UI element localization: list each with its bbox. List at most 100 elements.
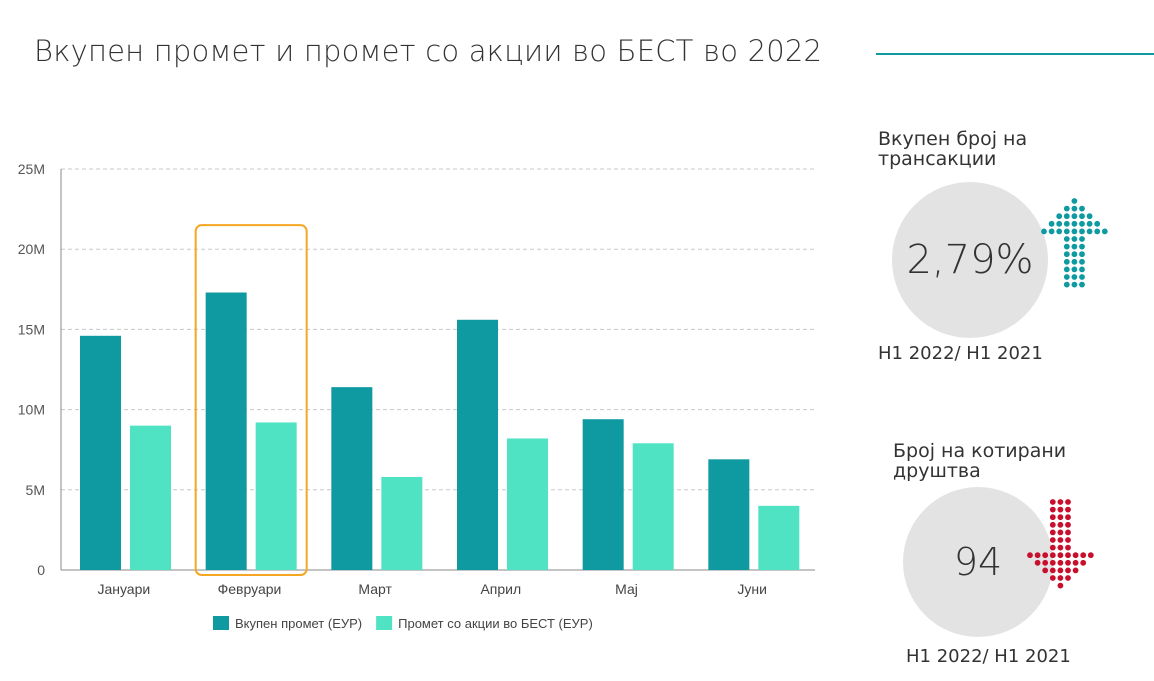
page-title: Вкупен промет и промет со акции во БЕСТ …	[34, 34, 823, 68]
arrow-dot	[1071, 220, 1078, 227]
arrow-dot	[1094, 228, 1101, 235]
arrow-up-icon	[1041, 198, 1108, 288]
arrow-dot	[1065, 559, 1071, 566]
arrow-dot	[1086, 220, 1093, 227]
arrow-dot	[1034, 552, 1041, 559]
arrow-dot	[1063, 258, 1070, 265]
kpi-transactions-period: H1 2022/ H1 2021	[878, 343, 1043, 364]
arrow-dot	[1072, 559, 1079, 566]
arrow-dot	[1063, 281, 1070, 288]
x-tick-label: Јуни	[737, 581, 767, 597]
kpi-transactions-value: 2,79%	[906, 237, 1034, 283]
bar-total-turnover	[708, 459, 750, 570]
x-tick-label: Јануари	[97, 581, 150, 597]
kpi-transactions-circle: 2,79%	[892, 182, 1048, 338]
arrow-dot	[1056, 213, 1063, 220]
arrow-dot	[1065, 575, 1071, 581]
bar-total-turnover	[205, 292, 247, 570]
arrow-dot	[1071, 236, 1078, 242]
arrow-dot	[1079, 258, 1085, 265]
arrow-dot	[1042, 559, 1049, 566]
arrow-dot	[1057, 575, 1064, 581]
arrow-dot	[1065, 552, 1071, 559]
y-tick-label: 25M	[18, 161, 45, 177]
x-tick-label: Февруари	[218, 581, 282, 597]
arrow-dot	[1065, 529, 1071, 536]
arrow-dot	[1079, 205, 1085, 212]
arrow-dot	[1063, 266, 1070, 273]
arrow-dot	[1049, 514, 1056, 521]
arrow-dot	[1071, 213, 1078, 220]
arrow-dot	[1057, 552, 1064, 559]
kpi-listed-companies-label-line1: Број на котирани	[893, 440, 1067, 462]
arrow-dot	[1056, 228, 1063, 235]
bar-share-turnover	[130, 425, 171, 570]
arrow-dot	[1086, 228, 1093, 235]
kpi-listed-companies-label-line2: друштва	[893, 460, 981, 482]
arrow-dot	[1071, 266, 1078, 273]
kpi-transactions-label: Вкупен број на трансакции	[878, 129, 1027, 169]
arrow-dot	[1071, 243, 1078, 250]
y-tick-label: 5M	[26, 482, 45, 498]
arrow-dot	[1079, 228, 1085, 235]
arrow-dot	[1049, 537, 1056, 543]
kpi-transactions-label-line1: Вкупен број на	[878, 128, 1028, 150]
arrow-dot	[1063, 274, 1070, 280]
arrow-dot	[1048, 228, 1055, 235]
arrow-dot	[1049, 567, 1056, 574]
arrow-dot	[1063, 213, 1070, 220]
y-tick-label: 20M	[18, 241, 45, 257]
arrow-dot	[1057, 499, 1064, 505]
arrow-dot	[1065, 521, 1071, 528]
arrow-dot	[1063, 205, 1070, 212]
x-tick-label: Март	[358, 581, 392, 597]
arrow-dot	[1057, 521, 1064, 528]
kpi-listed-companies-circle: 94	[903, 487, 1053, 637]
arrow-dot	[1065, 567, 1071, 574]
arrow-dot	[1065, 537, 1071, 543]
bar-share-turnover	[632, 443, 674, 570]
arrow-dot	[1041, 228, 1047, 235]
arrow-dot	[1049, 499, 1056, 505]
arrow-dot	[1071, 198, 1078, 204]
title-divider	[876, 53, 1154, 55]
arrow-dot	[1063, 243, 1070, 250]
bar-chart: 0 5M 10M 15M 20M 25M Јануари Февруари Март Април М…	[18, 161, 815, 631]
arrow-dot	[1079, 274, 1085, 280]
arrow-dot	[1049, 521, 1056, 528]
arrow-dot	[1034, 559, 1041, 566]
arrow-dot	[1071, 274, 1078, 280]
arrow-dot	[1087, 552, 1094, 559]
arrow-dot	[1042, 552, 1049, 559]
arrow-dot	[1079, 251, 1085, 258]
arrow-dot	[1063, 251, 1070, 258]
legend-swatch	[376, 616, 393, 630]
arrow-dot	[1063, 220, 1070, 227]
bar-total-turnover	[80, 335, 121, 570]
arrow-dot	[1071, 205, 1078, 212]
arrow-dot	[1057, 514, 1064, 521]
arrow-dot	[1071, 281, 1078, 288]
arrow-dot	[1057, 567, 1064, 574]
bar-share-turnover	[255, 422, 297, 570]
arrow-down-icon	[1027, 499, 1094, 589]
arrow-dot	[1065, 544, 1071, 551]
arrow-dot	[1079, 266, 1085, 273]
x-tick-label: Април	[480, 581, 521, 597]
arrow-dot	[1048, 220, 1055, 227]
bar-total-turnover	[331, 387, 373, 570]
arrow-dot	[1057, 582, 1064, 589]
legend-label: Промет со акции во БЕСТ (ЕУР)	[398, 616, 593, 631]
arrow-dot	[1080, 559, 1087, 566]
bar-share-turnover	[381, 476, 423, 570]
arrow-dot	[1049, 559, 1056, 566]
arrow-dot	[1049, 529, 1056, 536]
arrow-dot	[1071, 258, 1078, 265]
arrow-dot	[1065, 514, 1071, 521]
arrow-dot	[1057, 537, 1064, 543]
arrow-dot	[1057, 559, 1064, 566]
arrow-dot	[1101, 228, 1108, 235]
arrow-dot	[1079, 220, 1085, 227]
arrow-dot	[1079, 243, 1085, 250]
legend-swatch	[213, 616, 229, 630]
